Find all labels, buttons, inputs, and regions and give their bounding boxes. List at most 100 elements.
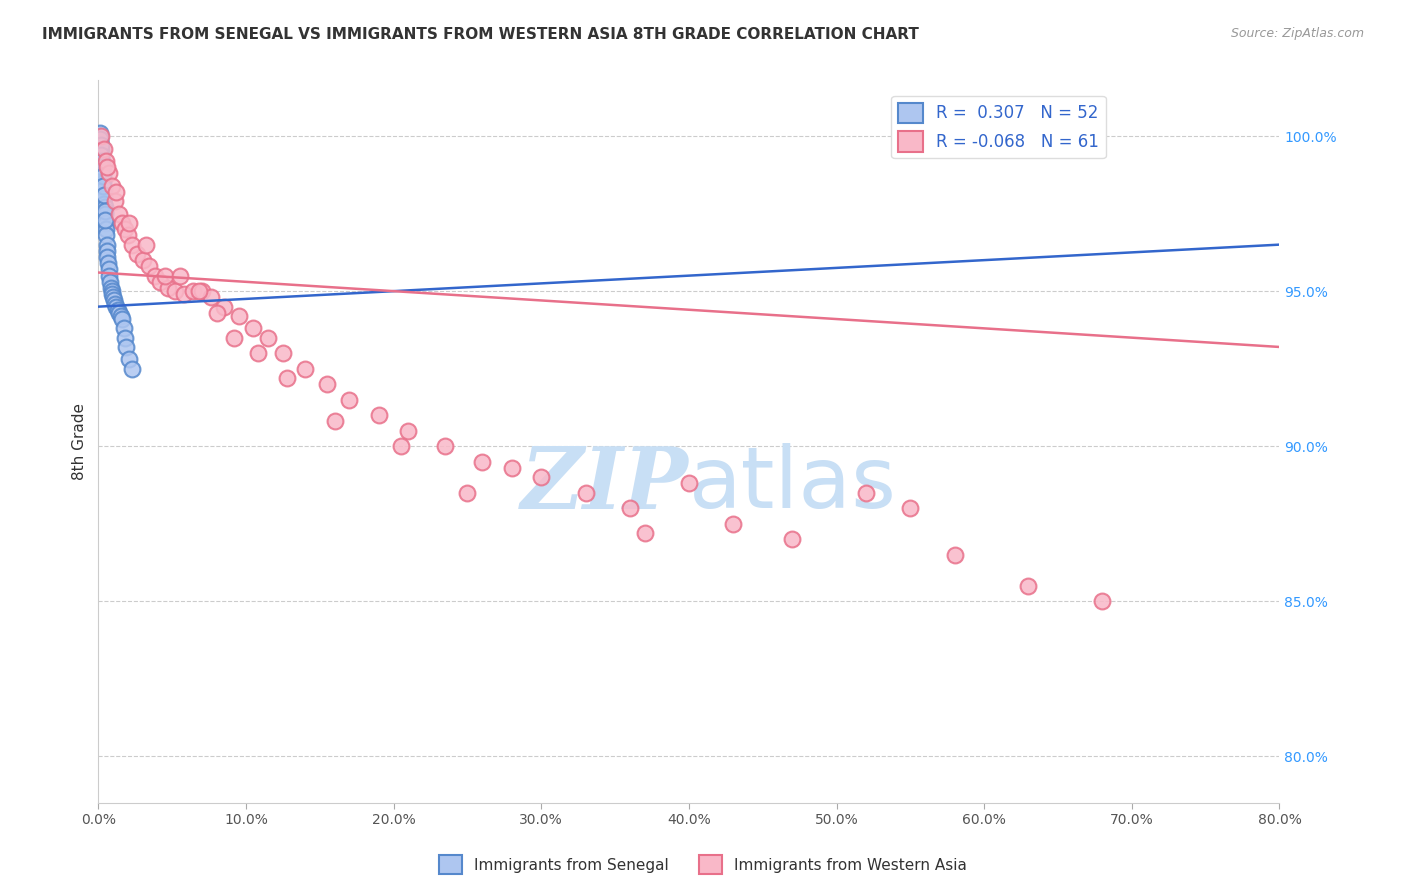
Y-axis label: 8th Grade: 8th Grade: [72, 403, 87, 480]
Point: [165, 284, 187, 298]
Point: [91, 172, 114, 186]
Point: [153, 268, 176, 283]
Point: [108, 206, 131, 220]
Point: [118, 216, 141, 230]
Point: [257, 331, 280, 345]
Point: [89, 136, 111, 150]
Point: [93, 201, 115, 215]
Point: [398, 424, 420, 438]
Point: [110, 309, 132, 323]
Point: [187, 284, 209, 298]
Point: [634, 526, 657, 541]
Text: atlas: atlas: [689, 443, 897, 526]
Point: [94, 206, 117, 220]
Point: [228, 309, 250, 323]
Point: [678, 476, 700, 491]
Point: [90, 138, 112, 153]
Point: [105, 185, 128, 199]
Point: [97, 256, 120, 270]
Point: [121, 237, 143, 252]
Point: [501, 461, 523, 475]
Point: [100, 281, 122, 295]
Point: [89, 126, 111, 140]
Point: [107, 302, 129, 317]
Point: [169, 268, 191, 283]
Legend: Immigrants from Senegal, Immigrants from Western Asia: Immigrants from Senegal, Immigrants from…: [433, 849, 973, 880]
Point: [96, 237, 118, 252]
Point: [200, 290, 222, 304]
Point: [389, 439, 412, 453]
Point: [94, 212, 117, 227]
Point: [91, 178, 114, 193]
Point: [90, 153, 112, 168]
Point: [93, 188, 115, 202]
Point: [114, 331, 136, 345]
Point: [1091, 594, 1114, 608]
Point: [97, 166, 120, 180]
Point: [93, 141, 115, 155]
Point: [224, 331, 246, 345]
Point: [246, 346, 269, 360]
Point: [100, 178, 122, 193]
Point: [135, 237, 157, 252]
Text: ZIP: ZIP: [522, 443, 689, 526]
Point: [94, 222, 117, 236]
Point: [191, 284, 214, 298]
Point: [173, 287, 195, 301]
Point: [103, 293, 125, 308]
Point: [530, 470, 553, 484]
Point: [339, 392, 361, 407]
Point: [93, 182, 115, 196]
Point: [368, 408, 391, 422]
Text: Source: ZipAtlas.com: Source: ZipAtlas.com: [1230, 27, 1364, 40]
Point: [91, 160, 114, 174]
Point: [575, 485, 598, 500]
Point: [91, 166, 114, 180]
Legend: R =  0.307   N = 52, R = -0.068   N = 61: R = 0.307 N = 52, R = -0.068 N = 61: [891, 95, 1105, 158]
Point: [242, 321, 264, 335]
Point: [97, 262, 120, 277]
Point: [98, 268, 121, 283]
Point: [111, 312, 134, 326]
Point: [94, 216, 117, 230]
Point: [100, 284, 122, 298]
Point: [112, 321, 135, 335]
Point: [782, 533, 804, 547]
Point: [96, 160, 118, 174]
Point: [149, 275, 172, 289]
Point: [156, 281, 179, 295]
Point: [276, 371, 298, 385]
Point: [212, 300, 235, 314]
Point: [121, 361, 143, 376]
Point: [90, 141, 112, 155]
Point: [434, 439, 457, 453]
Point: [103, 290, 125, 304]
Text: IMMIGRANTS FROM SENEGAL VS IMMIGRANTS FROM WESTERN ASIA 8TH GRADE CORRELATION CH: IMMIGRANTS FROM SENEGAL VS IMMIGRANTS FR…: [42, 27, 920, 42]
Point: [91, 169, 114, 184]
Point: [101, 287, 124, 301]
Point: [118, 352, 141, 367]
Point: [132, 253, 155, 268]
Point: [94, 228, 117, 243]
Point: [94, 203, 117, 218]
Point: [323, 414, 346, 428]
Point: [96, 250, 118, 264]
Point: [89, 129, 111, 144]
Point: [316, 377, 339, 392]
Point: [91, 176, 114, 190]
Point: [117, 228, 139, 243]
Point: [104, 296, 127, 310]
Point: [143, 268, 166, 283]
Point: [93, 197, 115, 211]
Point: [138, 260, 160, 274]
Point: [91, 160, 114, 174]
Point: [96, 244, 118, 258]
Point: [294, 361, 316, 376]
Point: [943, 548, 966, 562]
Point: [271, 346, 294, 360]
Point: [619, 501, 641, 516]
Point: [115, 340, 138, 354]
Point: [98, 275, 121, 289]
Point: [105, 300, 128, 314]
Point: [90, 151, 112, 165]
